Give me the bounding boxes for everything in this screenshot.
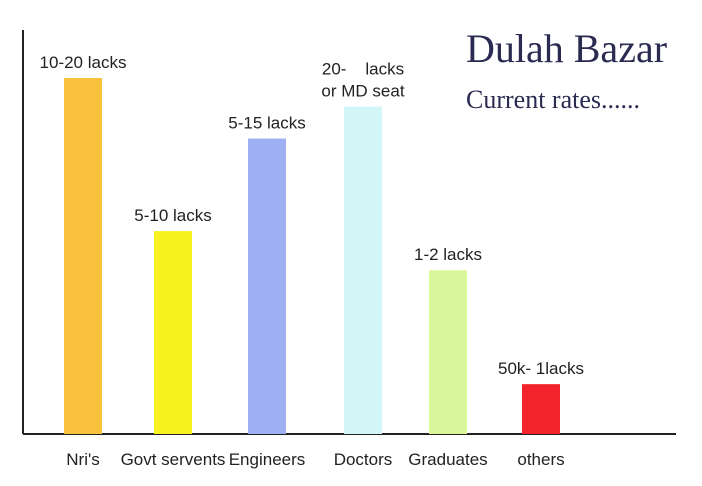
category-label-4: Graduates <box>408 450 487 469</box>
bars-layer: 10-20 lacks 5-10 lacks 5-15 lacks 20- lacks… <box>40 53 584 434</box>
bar-value-label-3-line-0: 20- lacks <box>322 59 404 78</box>
chart-title: Dulah Bazar <box>466 26 667 71</box>
bar-value-label-2: 5-15 lacks <box>228 114 305 133</box>
category-label-5: others <box>517 450 564 469</box>
bar-value-label-4: 1-2 lacks <box>414 245 482 264</box>
bar-0 <box>64 78 102 434</box>
bar-4 <box>429 270 467 434</box>
category-labels: Nri's Govt servents Engineers Doctors Gradua… <box>66 450 564 469</box>
bar-2 <box>248 138 286 434</box>
bar-5 <box>522 384 560 434</box>
bar-value-label-3-line-1: or MD seat <box>321 81 404 100</box>
category-label-2: Engineers <box>229 450 306 469</box>
chart-subtitle: Current rates...... <box>466 85 640 114</box>
category-label-0: Nri's <box>66 450 99 469</box>
category-label-1: Govt servents <box>121 450 226 469</box>
bar-value-label-5: 50k- 1lacks <box>498 359 584 378</box>
bar-value-label-0: 10-20 lacks <box>40 53 127 72</box>
bar-3 <box>344 106 382 434</box>
category-label-3: Doctors <box>334 450 393 469</box>
bar-1 <box>154 231 192 434</box>
bar-value-label-1: 5-10 lacks <box>134 206 211 225</box>
